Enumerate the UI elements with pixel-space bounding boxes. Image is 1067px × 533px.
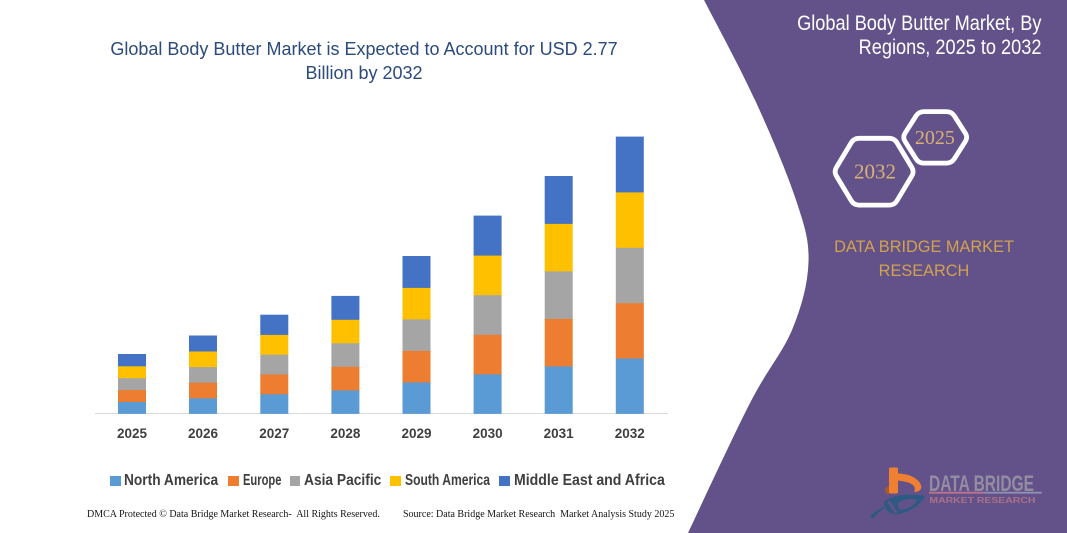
svg-text:MARKET RESEARCH: MARKET RESEARCH bbox=[929, 496, 1035, 505]
svg-text:2025: 2025 bbox=[915, 127, 955, 149]
svg-text:DATA BRIDGE: DATA BRIDGE bbox=[929, 471, 1034, 496]
svg-text:2032: 2032 bbox=[854, 160, 896, 184]
